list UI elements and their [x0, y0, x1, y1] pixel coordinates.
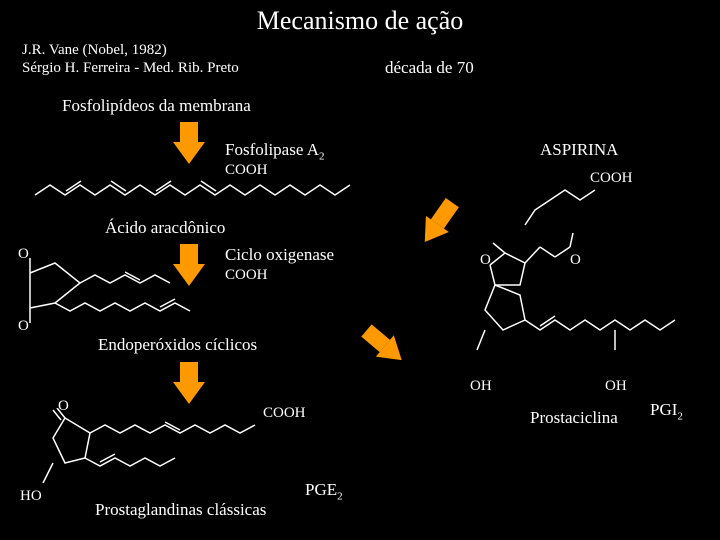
- pge-text: PGE: [305, 480, 337, 499]
- phospholipase-sub: 2: [319, 150, 325, 162]
- slide-title: Mecanismo de ação: [0, 6, 720, 36]
- phospholipids-label: Fosfolipídeos da membrana: [62, 96, 251, 116]
- arachidonic-structure: [30, 165, 370, 220]
- pgi-text: PGI: [650, 400, 677, 419]
- pgi-sub: 2: [677, 410, 683, 422]
- arachidonic-label: Ácido aracdônico: [105, 218, 225, 238]
- endoperoxides-label: Endoperóxidos cíclicos: [98, 335, 257, 355]
- pge2-label: PGE2: [305, 480, 343, 502]
- pge-sub: 2: [337, 490, 343, 502]
- credit-line-2: Sérgio H. Ferreira - Med. Rib. Preto: [22, 60, 239, 77]
- phospholipase-label: Fosfolipase A2: [225, 140, 324, 162]
- phospholipase-text: Fosfolipase A: [225, 140, 319, 159]
- prostaglandins-label: Prostaglandinas clássicas: [95, 500, 266, 520]
- prostacyclin-label: Prostaciclina: [530, 408, 618, 428]
- endoperoxide-structure: [25, 253, 355, 333]
- decade-label: década de 70: [385, 58, 474, 78]
- aspirin-label: ASPIRINA: [540, 140, 618, 160]
- credit-line-1: J.R. Vane (Nobel, 1982): [22, 42, 167, 59]
- arrow-3-head: [173, 382, 205, 404]
- pgi2-label: PGI2: [650, 400, 683, 422]
- pge2-structure: [35, 408, 325, 498]
- prostacyclin-arrow-group: [361, 320, 410, 366]
- arrow-3-stem: [180, 362, 198, 382]
- prostacyclin-structure: [445, 185, 715, 385]
- arrow-1-head: [173, 142, 205, 164]
- arrow-1-stem: [180, 122, 198, 142]
